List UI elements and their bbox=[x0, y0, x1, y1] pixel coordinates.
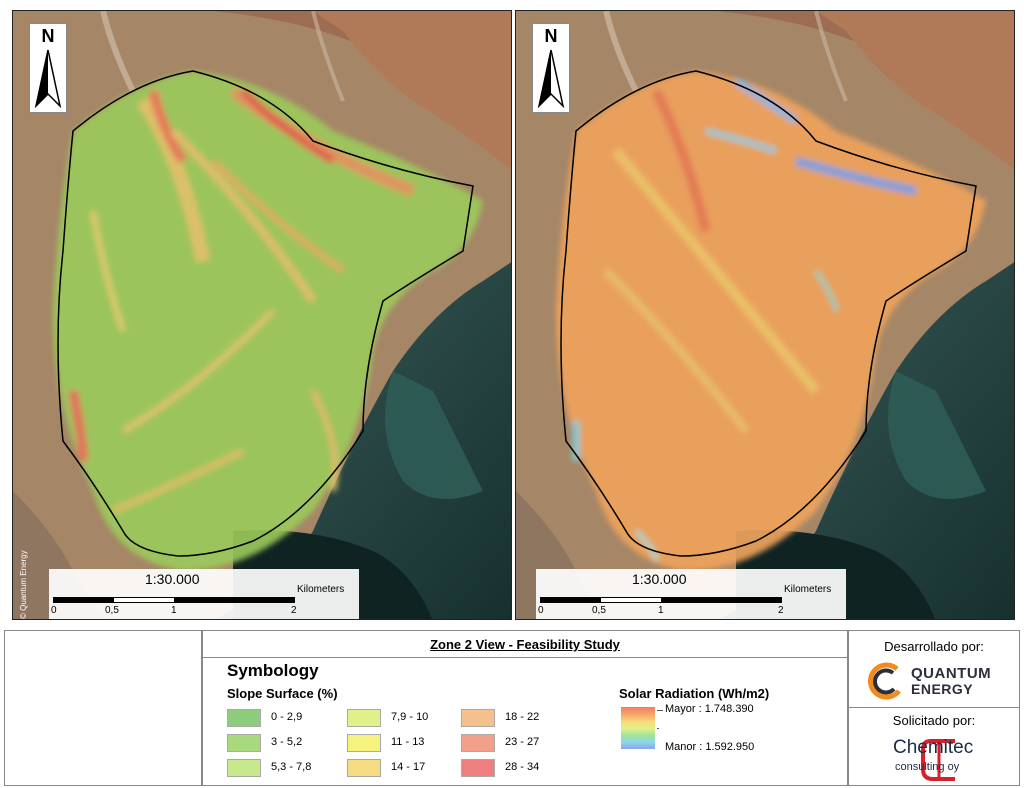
scale-tick: 0 bbox=[538, 605, 544, 616]
slope-swatch bbox=[227, 734, 261, 752]
slope-swatch bbox=[347, 759, 381, 777]
scale-segment bbox=[541, 598, 601, 602]
solar-map-imagery bbox=[516, 11, 1014, 619]
scale-tick: 0 bbox=[51, 605, 57, 616]
logo-word: QUANTUM bbox=[911, 665, 992, 682]
quantum-ring-icon bbox=[867, 662, 901, 700]
requested-by-label: Solicitado por: bbox=[892, 713, 976, 728]
scale-segment bbox=[174, 598, 294, 602]
slope-swatch bbox=[461, 759, 495, 777]
slope-label: 14 - 17 bbox=[391, 761, 426, 773]
scale-tick: 0,5 bbox=[105, 605, 119, 616]
slope-swatch bbox=[227, 709, 261, 727]
north-arrow-icon bbox=[34, 49, 62, 108]
blank-panel bbox=[4, 630, 202, 786]
north-label: N bbox=[544, 26, 558, 46]
scale-bar: 1:30.000 Kilometers 0 0,5 1 2 bbox=[49, 569, 359, 619]
solar-legend-title: Solar Radiation (Wh/m2) bbox=[619, 686, 770, 701]
credits-panel: Desarrollado por: QUANTUM ENERGY Solicit… bbox=[848, 630, 1020, 786]
solar-max-label: Mayor : 1.748.390 bbox=[665, 703, 754, 715]
title-divider bbox=[203, 657, 847, 658]
credits-divider bbox=[849, 707, 1019, 708]
title-block: Zone 2 View - Feasibility Study Symbolog… bbox=[0, 630, 1024, 788]
scale-track bbox=[540, 597, 782, 603]
scale-ratio: 1:30.000 bbox=[632, 571, 687, 587]
solar-map[interactable]: N 1:30.000 Kilometers 0 0,5 1 2 bbox=[515, 10, 1015, 620]
ramp-tick bbox=[657, 728, 659, 729]
slope-label: 18 - 22 bbox=[505, 711, 540, 723]
slope-swatch bbox=[347, 734, 381, 752]
legend-panel: Zone 2 View - Feasibility Study Symbolog… bbox=[202, 630, 848, 786]
slope-map[interactable]: N © Quantum Energy 1:30.000 Kilometers 0… bbox=[12, 10, 512, 620]
copyright-note: © Quantum Energy bbox=[17, 527, 31, 619]
north-label: N bbox=[41, 26, 55, 46]
slope-swatch bbox=[347, 709, 381, 727]
scale-segment bbox=[661, 598, 781, 602]
slope-swatch bbox=[461, 734, 495, 752]
slope-label: 5,3 - 7,8 bbox=[271, 761, 312, 773]
ramp-tick bbox=[657, 710, 663, 711]
quantum-energy-logo: QUANTUM ENERGY bbox=[865, 659, 1015, 701]
logo-word: ENERGY bbox=[911, 681, 974, 697]
chemitec-emblem-icon bbox=[921, 739, 955, 781]
map-title: Zone 2 View - Feasibility Study bbox=[430, 637, 620, 652]
scale-segment bbox=[54, 598, 114, 602]
slope-swatch bbox=[227, 759, 261, 777]
copyright-text: © Quantum Energy bbox=[19, 550, 28, 619]
north-arrow: N bbox=[532, 23, 570, 113]
scale-tick: 2 bbox=[778, 605, 784, 616]
solar-min-label: Manor : 1.592.950 bbox=[665, 741, 755, 753]
slope-label: 7,9 - 10 bbox=[391, 711, 429, 723]
slope-label: 28 - 34 bbox=[505, 761, 540, 773]
scale-track bbox=[53, 597, 295, 603]
scale-unit: Kilometers bbox=[784, 584, 832, 595]
symbology-title: Symbology bbox=[227, 661, 319, 680]
slope-label: 0 - 2,9 bbox=[271, 711, 303, 723]
chemitec-logo: Chemitec consulting oy bbox=[893, 731, 993, 783]
slope-label: 3 - 5,2 bbox=[271, 736, 303, 748]
scale-ratio: 1:30.000 bbox=[145, 571, 200, 587]
developed-by-label: Desarrollado por: bbox=[884, 639, 984, 654]
scale-bar: 1:30.000 Kilometers 0 0,5 1 2 bbox=[536, 569, 846, 619]
scale-tick: 2 bbox=[291, 605, 297, 616]
north-arrow-icon bbox=[537, 49, 565, 108]
slope-map-imagery bbox=[13, 11, 511, 619]
scale-tick: 0,5 bbox=[592, 605, 606, 616]
slope-swatch bbox=[461, 709, 495, 727]
scale-tick: 1 bbox=[171, 605, 177, 616]
slope-legend-title: Slope Surface (%) bbox=[227, 686, 338, 701]
slope-label: 23 - 27 bbox=[505, 736, 540, 748]
solar-color-ramp bbox=[621, 707, 655, 749]
logo-word: Chemitec bbox=[893, 737, 974, 758]
scale-unit: Kilometers bbox=[297, 584, 345, 595]
scale-tick: 1 bbox=[658, 605, 664, 616]
north-arrow: N bbox=[29, 23, 67, 113]
slope-label: 11 - 13 bbox=[391, 736, 425, 748]
logo-word: consulting oy bbox=[895, 761, 960, 773]
